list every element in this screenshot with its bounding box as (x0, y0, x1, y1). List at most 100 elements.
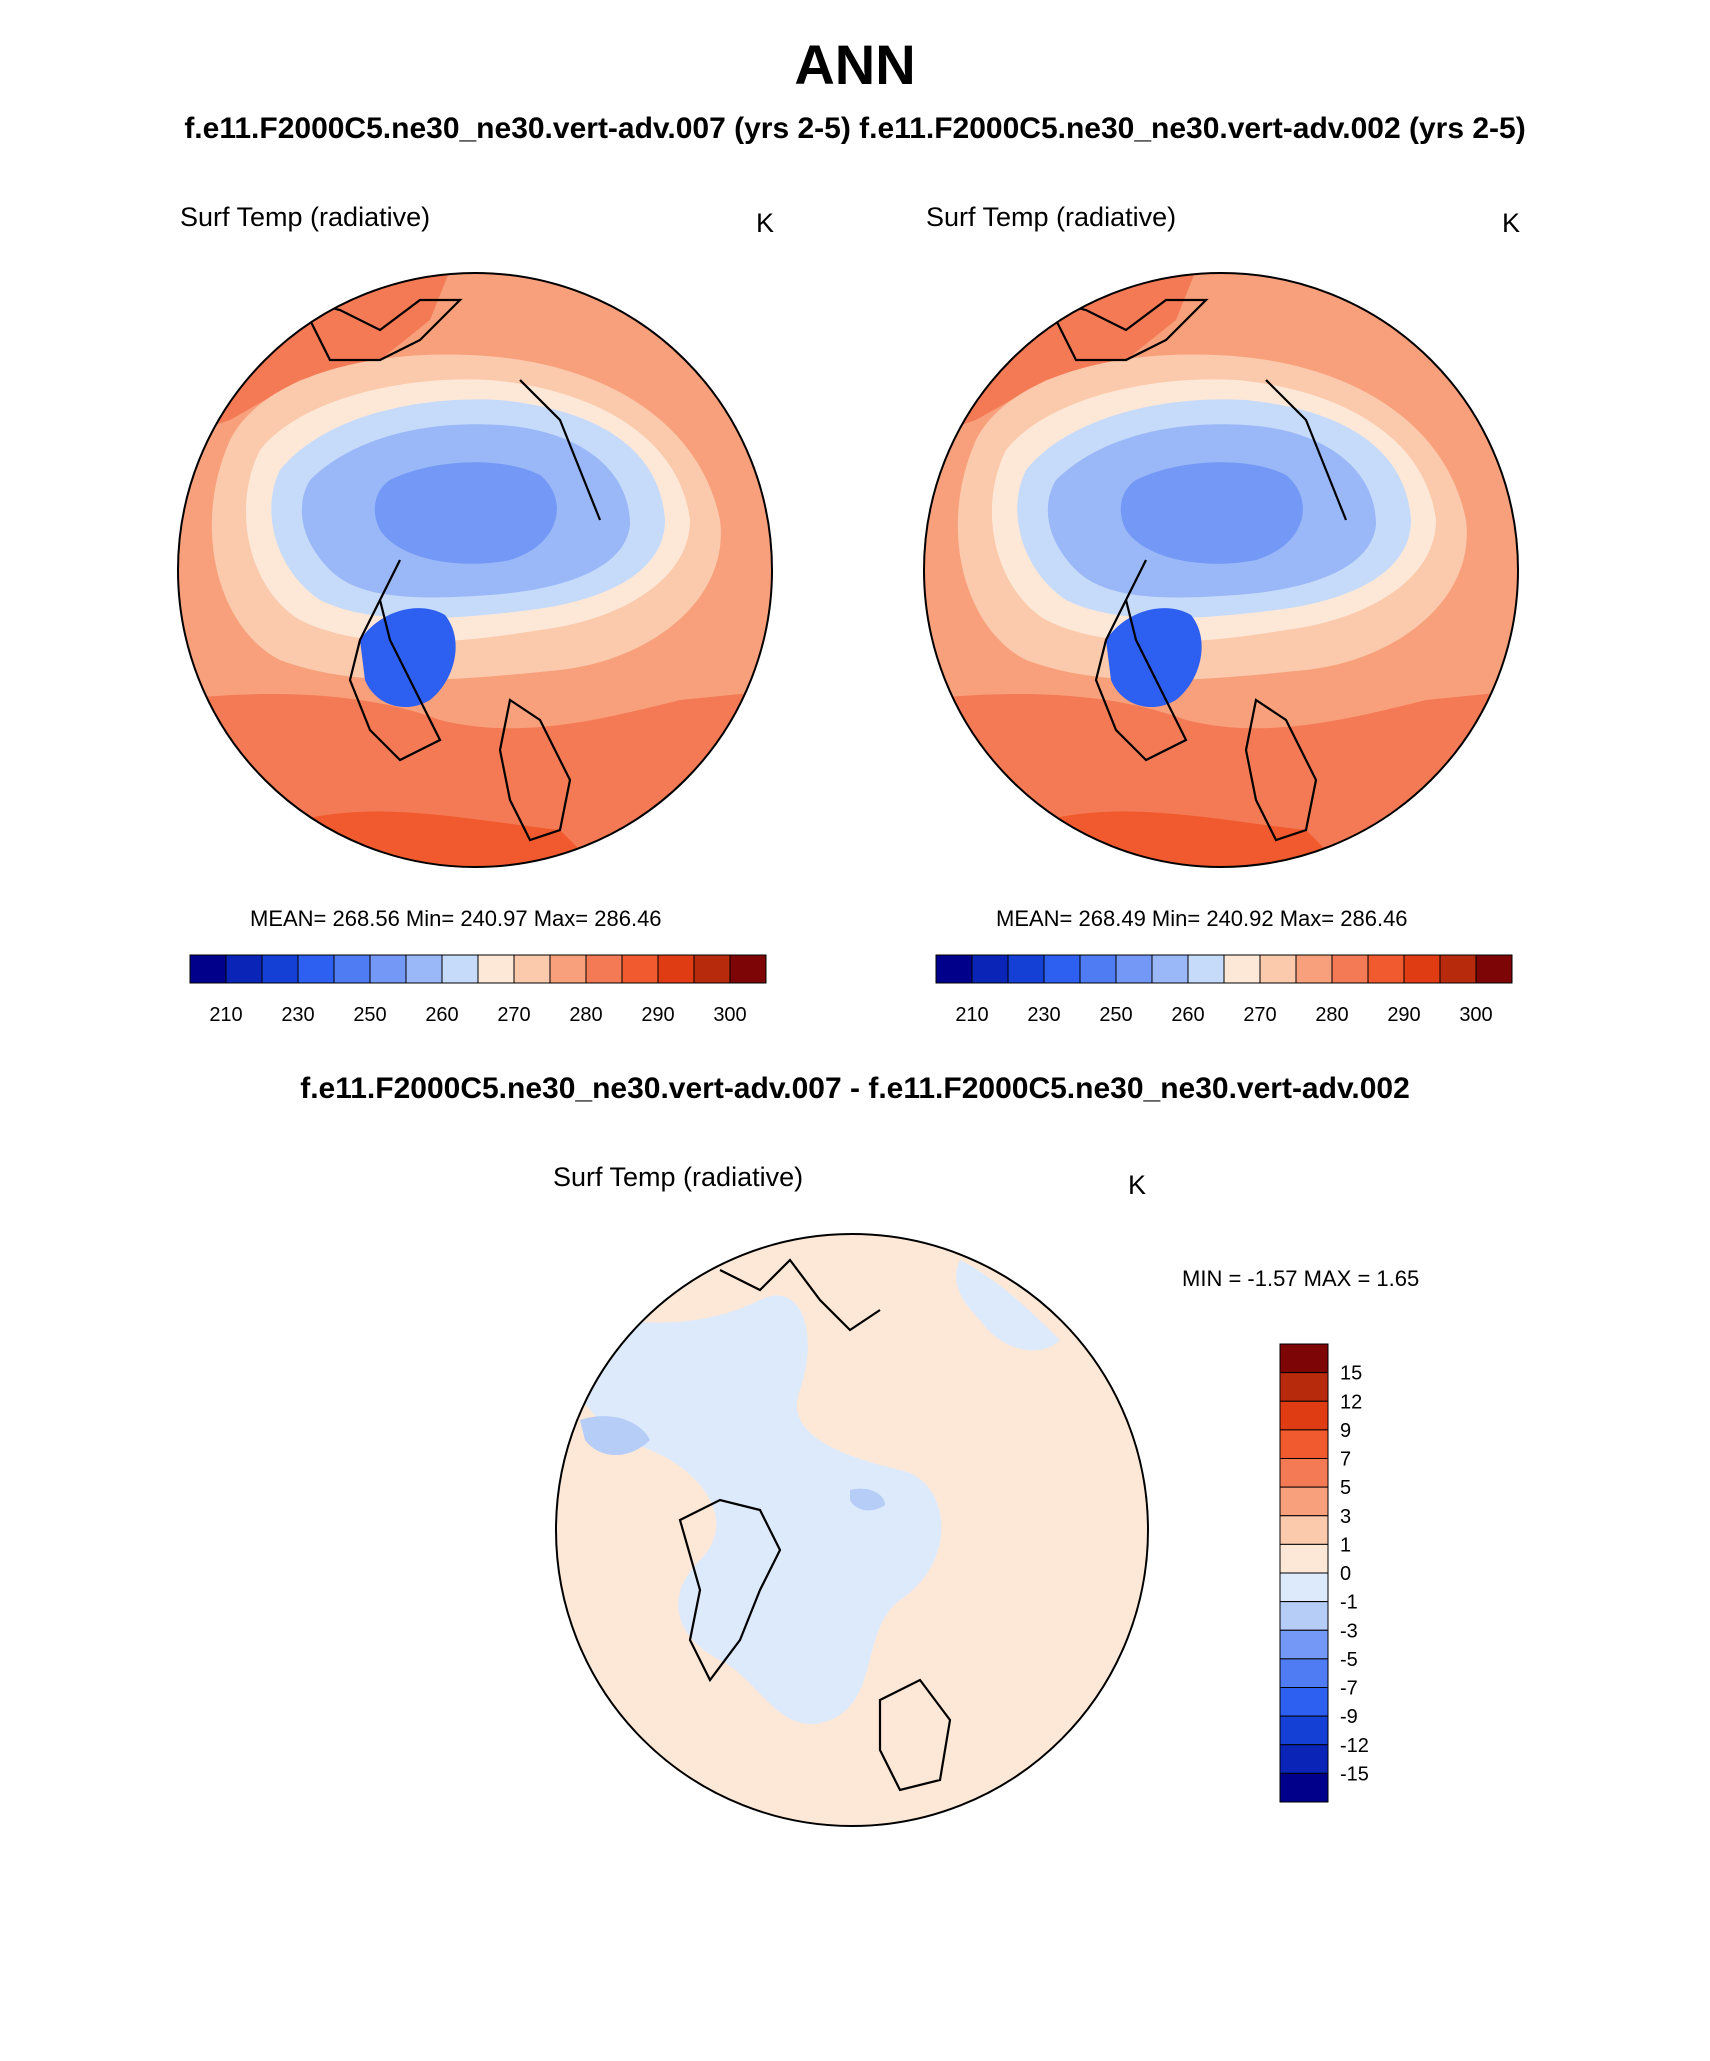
colorbar-case2-tick-label: 260 (1171, 1004, 1204, 1026)
cases-title: f.e11.F2000C5.ne30_ne30.vert-adv.007 (yr… (184, 112, 1526, 145)
page-title: ANN (794, 33, 916, 96)
map-border-case1 (177, 272, 773, 868)
fill-band-minus1-pacific (956, 1260, 1060, 1351)
colorbar-difference-tick-label: 3 (1340, 1506, 1351, 1528)
colorbar-difference-swatch (1279, 1486, 1329, 1517)
coastlines-case1 (297, 298, 602, 842)
colorbar-difference-tick-label: 7 (1340, 1449, 1351, 1471)
panel1-stats: MEAN= 268.56 Min= 240.97 Max= 286.46 (250, 906, 662, 931)
colorbar-case1-swatch (621, 954, 659, 984)
colorbar-difference-tick-label: -15 (1340, 1763, 1369, 1785)
panel2-stats: MEAN= 268.49 Min= 240.92 Max= 286.46 (996, 906, 1408, 931)
colorbar-case2-tick-label: 210 (955, 1004, 988, 1026)
panel2-variable-label: Surf Temp (radiative) (926, 202, 1177, 232)
colorbar-case2-swatch (1259, 954, 1297, 984)
colorbar-case1-tick-label: 300 (713, 1004, 746, 1026)
colorbar-case1-swatch (477, 954, 515, 984)
colorbar-difference-tick-label: -5 (1340, 1649, 1358, 1671)
panel3-variable-label: Surf Temp (radiative) (553, 1162, 804, 1192)
colorbar-difference-swatch (1279, 1400, 1329, 1431)
colorbar-difference-tick-label: 15 (1340, 1363, 1362, 1385)
colorbar-case2-tick-label: 250 (1099, 1004, 1132, 1026)
colorbar-difference-tick-label: 9 (1340, 1420, 1351, 1442)
colorbar-case1-tick-label: 210 (209, 1004, 242, 1026)
colorbar-difference-swatch (1279, 1543, 1329, 1574)
coastlines-case2 (1043, 298, 1348, 842)
colorbar-case1-swatch (441, 954, 479, 984)
fill-band-minus3-arctic (850, 1488, 885, 1511)
colorbar-difference-tick-label: -9 (1340, 1706, 1358, 1728)
colorbar-case1-tick-label: 280 (569, 1004, 602, 1026)
colorbar-difference: 15 12 9 7 5 3 1 0 -1 -3 -5 -7 -9 -12 -15 (1279, 1343, 1369, 1803)
fill-band-250 (374, 462, 557, 564)
colorbar-difference-swatch (1279, 1429, 1329, 1459)
fill-band-240-greenland (360, 608, 456, 708)
panel2-units-label: K (1502, 208, 1521, 238)
colorbar-case2-swatch (1187, 954, 1225, 984)
colorbar-case1: 210 230 250 260 270 280 290 300 (189, 954, 767, 1026)
panel1-units-label: K (756, 208, 775, 238)
colorbar-case1-swatch (225, 954, 263, 984)
colorbar-difference-tick-label: -7 (1340, 1678, 1358, 1700)
colorbar-difference-tick-label: 12 (1340, 1391, 1362, 1413)
colorbar-case2-tick-label: 290 (1387, 1004, 1420, 1026)
colorbar-case1-swatch (513, 954, 551, 984)
colorbar-difference-swatch (1279, 1629, 1329, 1660)
colorbar-case2-swatch (971, 954, 1009, 984)
colorbar-difference-swatch (1279, 1372, 1329, 1402)
colorbar-difference-swatch (1279, 1572, 1329, 1603)
colorbar-case2-swatch (1223, 954, 1261, 984)
colorbar-difference-swatch (1279, 1658, 1329, 1688)
polar-map-difference (556, 1234, 1148, 1826)
fill-band-250 (1120, 462, 1303, 564)
colorbar-difference-tick-label: 5 (1340, 1477, 1351, 1499)
colorbar-difference-tick-label: 0 (1340, 1563, 1351, 1585)
colorbar-case2-swatch (1439, 954, 1477, 984)
colorbar-case2-tick-label: 280 (1315, 1004, 1348, 1026)
colorbar-difference-swatch (1279, 1601, 1329, 1631)
colorbar-case1-swatch (369, 954, 407, 984)
colorbar-case1-swatch (189, 954, 227, 984)
colorbar-case1-swatch (693, 954, 731, 984)
panel3-stats: MIN = -1.57 MAX = 1.65 (1182, 1266, 1420, 1291)
colorbar-case1-tick-label: 270 (497, 1004, 530, 1026)
colorbar-case1-swatch (585, 954, 623, 984)
colorbar-case1-swatch (729, 954, 767, 984)
colorbar-case2-swatch (1115, 954, 1153, 984)
colorbar-difference-swatch (1279, 1744, 1329, 1774)
colorbar-case1-tick-label: 260 (425, 1004, 458, 1026)
fill-band-minus1-to-0 (560, 1295, 942, 1725)
colorbar-case2-swatch (1403, 954, 1441, 984)
colorbar-case1-tick-label: 230 (281, 1004, 314, 1026)
panel1-variable-label: Surf Temp (radiative) (180, 202, 431, 232)
panel3-units-label: K (1128, 1170, 1147, 1200)
colorbar-case2-swatch (1043, 954, 1081, 984)
colorbar-case2-swatch (1151, 954, 1189, 984)
colorbar-difference-tick-label: -1 (1340, 1592, 1358, 1614)
colorbar-case2-swatch (1367, 954, 1405, 984)
polar-map-case1 (178, 273, 772, 867)
map-border-difference (555, 1233, 1149, 1827)
colorbar-case2-swatch (935, 954, 973, 984)
colorbar-difference-tick-label: -12 (1340, 1735, 1369, 1757)
coastlines-difference (678, 1258, 952, 1792)
colorbar-difference-swatch (1279, 1515, 1329, 1545)
colorbar-case2-tick-label: 300 (1459, 1004, 1492, 1026)
fill-band-240-greenland (1106, 608, 1202, 708)
colorbar-case1-swatch (549, 954, 587, 984)
colorbar-case2-swatch (1295, 954, 1333, 984)
colorbar-case1-swatch (297, 954, 335, 984)
colorbar-case2-tick-label: 270 (1243, 1004, 1276, 1026)
colorbar-difference-tick-label: 1 (1340, 1534, 1351, 1556)
colorbar-difference-swatch (1279, 1343, 1329, 1374)
colorbar-difference-tick-label: -3 (1340, 1620, 1358, 1642)
colorbar-case2-swatch (1331, 954, 1369, 984)
map-border-case2 (923, 272, 1519, 868)
colorbar-case1-tick-label: 290 (641, 1004, 674, 1026)
colorbar-case2-swatch (1007, 954, 1045, 984)
colorbar-case1-swatch (657, 954, 695, 984)
colorbar-difference-swatch (1279, 1772, 1329, 1803)
colorbar-case2-swatch (1079, 954, 1117, 984)
colorbar-case2: 210 230 250 260 270 280 290 300 (935, 954, 1513, 1026)
